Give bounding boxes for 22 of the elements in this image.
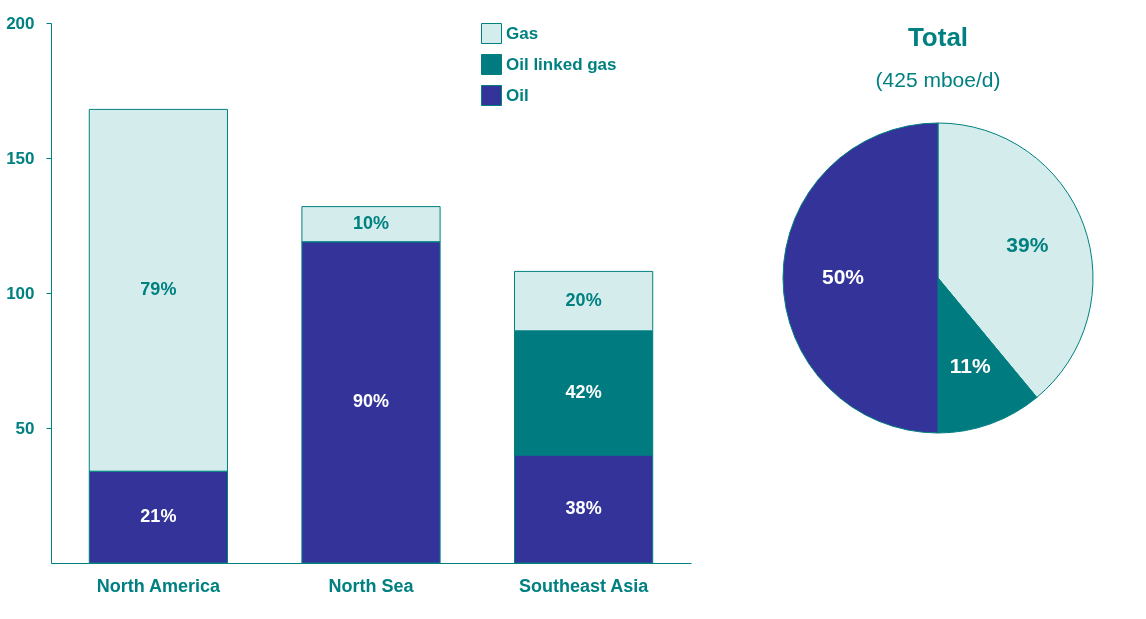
annotation: 90% [352,391,390,412]
legend-label: Oil linked gas [506,54,617,74]
x-tick-label: North Sea [328,575,415,596]
y-tick-label: 150 [6,148,35,168]
legend-label: Gas [506,23,539,43]
annotation: 42% [565,381,602,402]
x-tick-label: North America [96,575,222,596]
annotation: 79% [140,279,177,300]
data-label: 11% [949,354,991,378]
x-tick-label: Southeast Asia [518,575,650,596]
data-label: 39% [1006,232,1049,256]
legend-label: Oil [506,85,529,105]
annotation: 10% [352,213,390,234]
annotation: 21% [140,506,177,527]
data-label: 50% [821,265,865,288]
y-tick-label: 200 [6,13,35,33]
y-tick-label: 50 [15,418,35,438]
y-tick-label: 100 [6,283,35,303]
chart-title: Total [907,22,969,52]
chart-subtitle: (425 mboe/d) [875,68,1001,91]
annotation: 20% [565,290,602,311]
annotation: 38% [565,498,602,518]
